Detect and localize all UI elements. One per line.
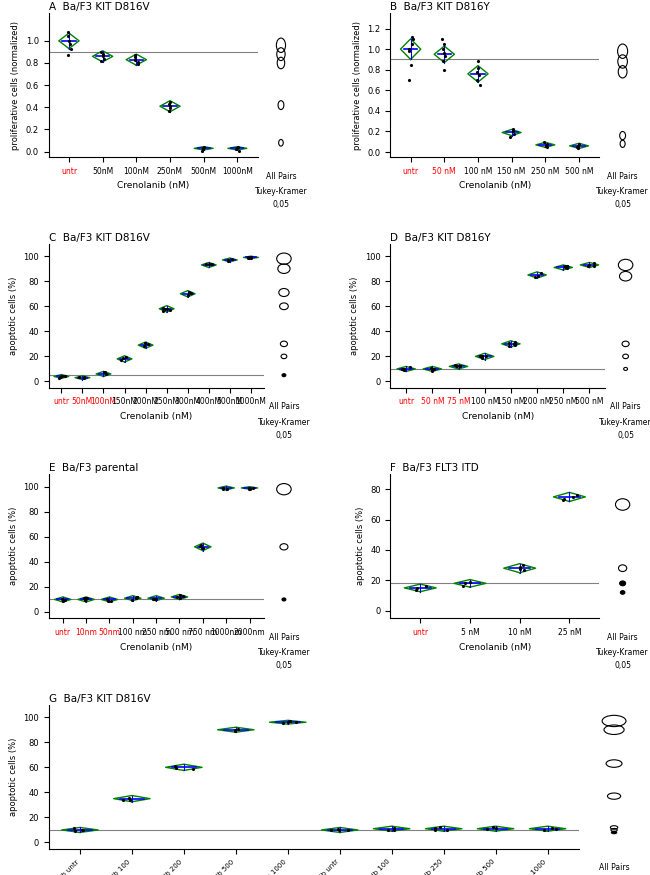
Text: D  Ba/F3 KIT D816Y: D Ba/F3 KIT D816Y — [391, 233, 491, 243]
X-axis label: Crenolanib (nM): Crenolanib (nM) — [462, 412, 534, 421]
Text: 0,05: 0,05 — [617, 431, 634, 440]
Text: B  Ba/F3 KIT D816Y: B Ba/F3 KIT D816Y — [391, 3, 490, 12]
Ellipse shape — [282, 598, 286, 601]
X-axis label: Crenolanib (nM): Crenolanib (nM) — [459, 642, 531, 652]
Text: 0,05: 0,05 — [276, 431, 292, 440]
Text: All Pairs: All Pairs — [607, 633, 638, 641]
Text: 0,05: 0,05 — [276, 662, 292, 670]
Y-axis label: proliferative cells (normalized): proliferative cells (normalized) — [353, 21, 362, 150]
Text: Tukey-Kramer: Tukey-Kramer — [596, 187, 649, 197]
Text: All Pairs: All Pairs — [266, 172, 296, 180]
X-axis label: Crenolanib (nM): Crenolanib (nM) — [459, 181, 531, 191]
Text: Tukey-Kramer: Tukey-Kramer — [257, 418, 310, 427]
Text: Tukey-Kramer: Tukey-Kramer — [596, 648, 649, 657]
Text: 0,05: 0,05 — [614, 662, 631, 670]
Ellipse shape — [619, 581, 626, 585]
Ellipse shape — [612, 831, 617, 834]
Text: All Pairs: All Pairs — [610, 402, 641, 411]
Text: E  Ba/F3 parental: E Ba/F3 parental — [49, 464, 138, 473]
Text: Tukey-Kramer: Tukey-Kramer — [599, 418, 650, 427]
Text: All Pairs: All Pairs — [268, 402, 299, 411]
Text: All Pairs: All Pairs — [607, 172, 638, 180]
Text: 0,05: 0,05 — [614, 200, 631, 209]
Y-axis label: apoptotic cells (%): apoptotic cells (%) — [8, 738, 18, 816]
X-axis label: Crenolanib (nM): Crenolanib (nM) — [120, 642, 192, 652]
X-axis label: Crenolanib (nM): Crenolanib (nM) — [120, 412, 192, 421]
Text: 0,05: 0,05 — [272, 200, 289, 209]
Ellipse shape — [620, 591, 625, 594]
Y-axis label: apoptotic cells (%): apoptotic cells (%) — [8, 507, 18, 585]
Text: Tukey-Kramer: Tukey-Kramer — [255, 187, 307, 197]
Y-axis label: apoptotic cells (%): apoptotic cells (%) — [8, 276, 18, 355]
Text: All Pairs: All Pairs — [268, 633, 299, 641]
Y-axis label: proliferative cells (normalized): proliferative cells (normalized) — [11, 21, 20, 150]
Text: A  Ba/F3 KIT D816V: A Ba/F3 KIT D816V — [49, 3, 150, 12]
Y-axis label: apoptotic cells (%): apoptotic cells (%) — [356, 507, 365, 585]
Text: C  Ba/F3 KIT D816V: C Ba/F3 KIT D816V — [49, 233, 150, 243]
X-axis label: Crenolanib (nM): Crenolanib (nM) — [117, 181, 189, 191]
Y-axis label: apoptotic cells (%): apoptotic cells (%) — [350, 276, 359, 355]
Text: G  Ba/F3 KIT D816V: G Ba/F3 KIT D816V — [49, 694, 150, 704]
Text: Tukey-Kramer: Tukey-Kramer — [257, 648, 310, 657]
Ellipse shape — [282, 374, 286, 377]
Text: F  Ba/F3 FLT3 ITD: F Ba/F3 FLT3 ITD — [391, 464, 479, 473]
Text: All Pairs: All Pairs — [599, 863, 629, 872]
